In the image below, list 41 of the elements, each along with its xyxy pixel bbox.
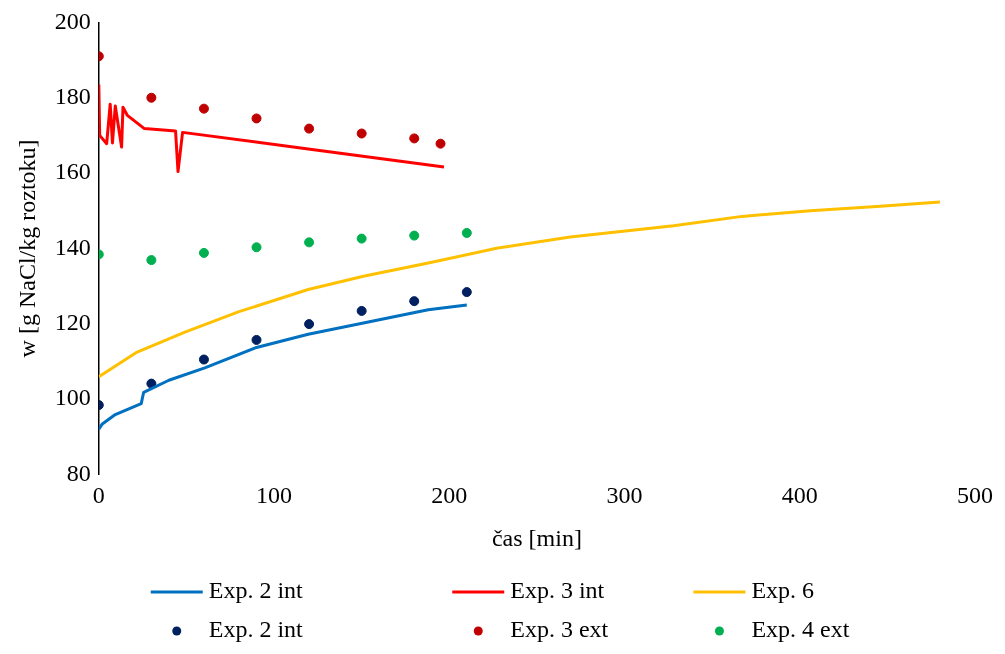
- point: [304, 123, 315, 134]
- point: [356, 233, 367, 244]
- point: [304, 237, 315, 248]
- x-tick-label: 100: [256, 482, 293, 509]
- y-tick-label: 180: [54, 83, 91, 110]
- x-tick-label: 400: [781, 482, 818, 509]
- x-tick-label: 300: [606, 482, 643, 509]
- y-axis-title: w [g NaCl/kg roztoku]: [13, 139, 40, 358]
- point: [356, 128, 367, 139]
- point: [251, 113, 262, 124]
- legend-label: Exp. 4 ext: [751, 616, 850, 643]
- legend-label: Exp. 6: [751, 577, 815, 604]
- y-tick-label: 200: [54, 7, 91, 34]
- point: [146, 255, 157, 266]
- point: [251, 242, 262, 253]
- point: [461, 227, 472, 238]
- y-tick-label: 80: [66, 459, 91, 486]
- point: [409, 230, 420, 241]
- point: [146, 92, 157, 103]
- x-tick-label: 200: [431, 482, 468, 509]
- x-tick-label: 500: [957, 482, 993, 509]
- point: [198, 247, 209, 258]
- point: [409, 133, 420, 144]
- legend-label: Exp. 3 int: [510, 577, 605, 604]
- point: [435, 138, 446, 149]
- point: [304, 319, 315, 330]
- x-axis-title: čas [min]: [491, 524, 582, 551]
- legend-label: Exp. 3 ext: [510, 616, 609, 643]
- point: [461, 287, 472, 298]
- point: [198, 354, 209, 365]
- y-tick-label: 100: [54, 384, 91, 411]
- point: [198, 103, 209, 114]
- legend-label: Exp. 2 int: [208, 577, 304, 604]
- point: [251, 334, 262, 345]
- y-tick-label: 160: [54, 158, 91, 185]
- y-tick-label: 120: [54, 309, 91, 336]
- point: [356, 305, 367, 316]
- point: [409, 296, 420, 307]
- y-tick-label: 140: [54, 233, 91, 260]
- x-tick-label: 0: [92, 482, 105, 509]
- legend-label: Exp. 2 int: [208, 616, 304, 643]
